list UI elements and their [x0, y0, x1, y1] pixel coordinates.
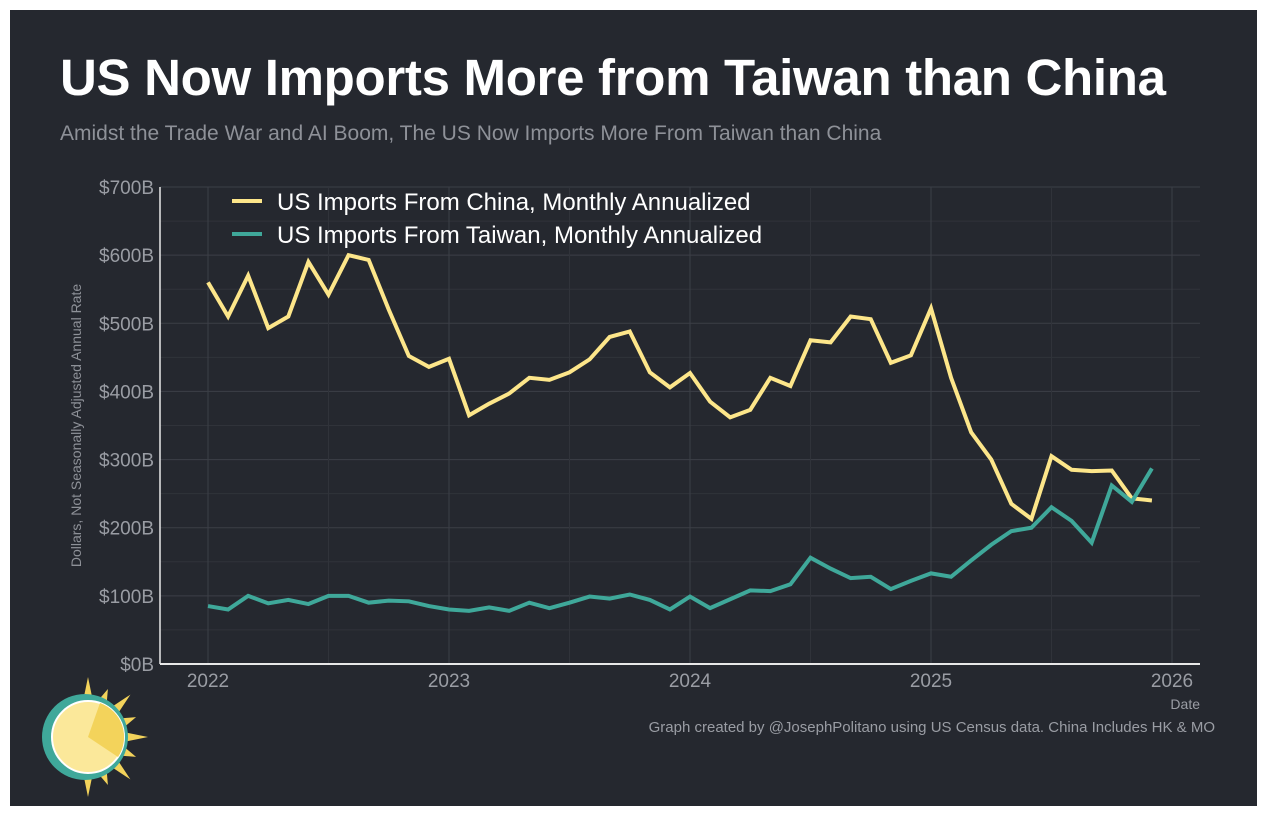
series-line-china: [206, 252, 1153, 523]
y-axis-title: Dollars, Not Seasonally Adjusted Annual …: [68, 284, 84, 567]
series-line-taiwan: [207, 467, 1154, 613]
x-axis-title: Date: [1170, 696, 1200, 712]
y-tick-label: $500B: [99, 314, 154, 335]
sun-logo-icon: [42, 677, 148, 797]
legend-label: US Imports From Taiwan, Monthly Annualiz…: [277, 222, 762, 249]
y-tick-label: $0B: [120, 655, 154, 676]
chart-caption: Graph created by @JosephPolitano using U…: [648, 719, 1215, 736]
y-tick-label: $700B: [99, 178, 154, 199]
y-tick-label: $400B: [99, 382, 154, 403]
chart-title: US Now Imports More from Taiwan than Chi…: [60, 49, 1166, 106]
y-tick-label: $100B: [99, 587, 154, 608]
x-tick-label: 2023: [428, 671, 470, 692]
chart-subtitle: Amidst the Trade War and AI Boom, The US…: [60, 122, 882, 145]
sun-ray: [83, 774, 93, 797]
sun-ray: [125, 732, 148, 742]
y-tick-label: $600B: [99, 246, 154, 267]
sun-ray: [83, 677, 93, 700]
chart-background: [10, 10, 1257, 806]
sun-shade: [88, 703, 125, 757]
x-tick-label: 2026: [1151, 671, 1193, 692]
legend-label: US Imports From China, Monthly Annualize…: [277, 189, 751, 216]
x-tick-label: 2025: [910, 671, 952, 692]
x-tick-label: 2024: [669, 671, 712, 692]
y-tick-label: $300B: [99, 451, 154, 472]
x-tick-label: 2022: [187, 671, 229, 692]
y-tick-label: $200B: [99, 519, 154, 540]
